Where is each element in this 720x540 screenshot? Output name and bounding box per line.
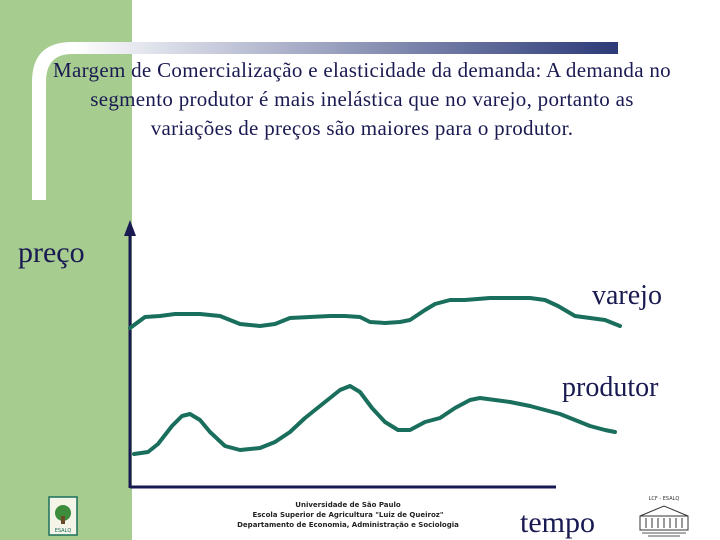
retail-curve — [128, 296, 622, 330]
institution-line2: Escola Superior de Agricultura "Luiz de … — [252, 511, 444, 519]
institution-credit: Universidade de São Paulo Escola Superio… — [226, 500, 470, 530]
lcf-logo-text: LCF - ESALQ — [648, 496, 680, 502]
retail-series-label: varejo — [592, 280, 662, 311]
esalq-logo: ESALQ — [48, 496, 78, 536]
y-axis-label: preço — [18, 236, 85, 269]
lcf-esalq-logo: LCF - ESALQ — [634, 496, 694, 538]
esalq-logo-text: ESALQ — [55, 528, 72, 534]
slide-title: Margem de Comercialização e elasticidade… — [53, 58, 671, 140]
y-axis-arrow — [124, 220, 136, 236]
institution-line3: Departamento de Economia, Administração … — [237, 521, 459, 529]
producer-series-label: produtor — [562, 372, 659, 403]
header-corner-decoration — [32, 42, 618, 200]
institution-line1: Universidade de São Paulo — [295, 501, 401, 509]
building-icon — [639, 505, 689, 537]
side-band — [0, 0, 132, 540]
producer-curve — [132, 384, 617, 456]
x-axis-label: tempo — [520, 506, 595, 539]
